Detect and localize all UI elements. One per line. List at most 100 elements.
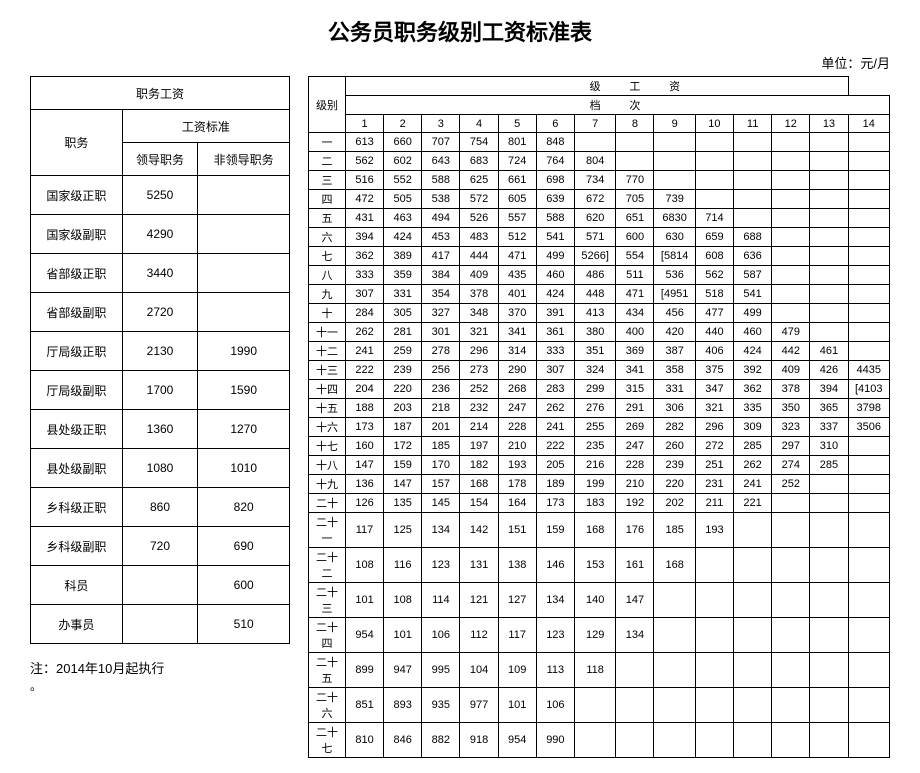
level-cell: 五 xyxy=(309,209,346,228)
col-num: 10 xyxy=(695,115,733,133)
table-row: 乡科级副职720690 xyxy=(31,527,290,566)
cell: 562 xyxy=(345,152,383,171)
table-row: 厅局级正职21301990 xyxy=(31,332,290,371)
cell: 173 xyxy=(536,494,574,513)
cell: 办事员 xyxy=(31,605,123,644)
cell: 309 xyxy=(734,418,772,437)
level-cell: 十三 xyxy=(309,361,346,380)
hdr-dang: 档 xyxy=(574,96,615,115)
cell: 185 xyxy=(422,437,460,456)
cell: 362 xyxy=(345,247,383,266)
cell xyxy=(772,266,810,285)
table-row: 二562602643683724764804 xyxy=(309,152,890,171)
cell: 690 xyxy=(198,527,290,566)
cell: 140 xyxy=(574,583,615,618)
cell: 400 xyxy=(616,323,654,342)
cell: 424 xyxy=(536,285,574,304)
cell: 541 xyxy=(734,285,772,304)
cell: 899 xyxy=(345,653,383,688)
cell: 197 xyxy=(460,437,498,456)
cell: 131 xyxy=(460,548,498,583)
table-row: 十三22223925627329030732434135837539240942… xyxy=(309,361,890,380)
cell: [5814 xyxy=(654,247,695,266)
cell: 168 xyxy=(654,548,695,583)
table-row: 十八14715917018219320521622823925126227428… xyxy=(309,456,890,475)
cell xyxy=(772,653,810,688)
cell: 170 xyxy=(422,456,460,475)
cell xyxy=(810,285,848,304)
cell: 176 xyxy=(616,513,654,548)
cell xyxy=(848,133,889,152)
cell xyxy=(810,190,848,209)
cell: 820 xyxy=(198,488,290,527)
cell: 378 xyxy=(772,380,810,399)
cell: 651 xyxy=(616,209,654,228)
table-row: 国家级正职5250 xyxy=(31,176,290,215)
cell: 331 xyxy=(654,380,695,399)
cell xyxy=(810,475,848,494)
cell: 341 xyxy=(498,323,536,342)
cell: 125 xyxy=(384,513,422,548)
table-row: 二十一117125134142151159168176185193 xyxy=(309,513,890,548)
cell: 995 xyxy=(422,653,460,688)
cell xyxy=(695,723,733,758)
cell xyxy=(734,190,772,209)
cell: 362 xyxy=(734,380,772,399)
cell xyxy=(772,494,810,513)
cell: 3798 xyxy=(848,399,889,418)
cell: 5250 xyxy=(122,176,198,215)
cell: 259 xyxy=(384,342,422,361)
cell: 2720 xyxy=(122,293,198,332)
cell xyxy=(654,152,695,171)
cell: 720 xyxy=(122,527,198,566)
cell xyxy=(848,209,889,228)
cell xyxy=(695,152,733,171)
cell: 202 xyxy=(654,494,695,513)
cell: 1700 xyxy=(122,371,198,410)
cell: 305 xyxy=(384,304,422,323)
cell xyxy=(772,190,810,209)
table-row: 十四20422023625226828329931533134736237839… xyxy=(309,380,890,399)
cell: 557 xyxy=(498,209,536,228)
cell xyxy=(810,688,848,723)
cell: 954 xyxy=(345,618,383,653)
cell: 235 xyxy=(574,437,615,456)
cell: 118 xyxy=(574,653,615,688)
cell: 199 xyxy=(574,475,615,494)
cell: 241 xyxy=(536,418,574,437)
level-cell: 二 xyxy=(309,152,346,171)
cell: 518 xyxy=(695,285,733,304)
cell: 444 xyxy=(460,247,498,266)
cell: 477 xyxy=(695,304,733,323)
table-row: 省部级正职3440 xyxy=(31,254,290,293)
table-row: 三516552588625661698734770 xyxy=(309,171,890,190)
cell xyxy=(848,152,889,171)
cell: 239 xyxy=(654,456,695,475)
cell xyxy=(616,723,654,758)
col-num: 3 xyxy=(422,115,460,133)
col-num: 8 xyxy=(616,115,654,133)
cell: 168 xyxy=(574,513,615,548)
cell: 321 xyxy=(695,399,733,418)
cell xyxy=(695,171,733,190)
cell xyxy=(848,548,889,583)
level-cell: 十 xyxy=(309,304,346,323)
cell xyxy=(734,723,772,758)
cell: 省部级副职 xyxy=(31,293,123,332)
cell: 409 xyxy=(460,266,498,285)
cell: 600 xyxy=(616,228,654,247)
cell xyxy=(772,209,810,228)
cell xyxy=(734,653,772,688)
cell: 918 xyxy=(460,723,498,758)
cell: 1360 xyxy=(122,410,198,449)
cell xyxy=(695,548,733,583)
cell: 860 xyxy=(122,488,198,527)
cell: 203 xyxy=(384,399,422,418)
cell xyxy=(772,247,810,266)
cell xyxy=(616,133,654,152)
cell: 389 xyxy=(384,247,422,266)
cell: 882 xyxy=(422,723,460,758)
cell: 106 xyxy=(422,618,460,653)
level-cell: 十九 xyxy=(309,475,346,494)
table-row: 科员600 xyxy=(31,566,290,605)
